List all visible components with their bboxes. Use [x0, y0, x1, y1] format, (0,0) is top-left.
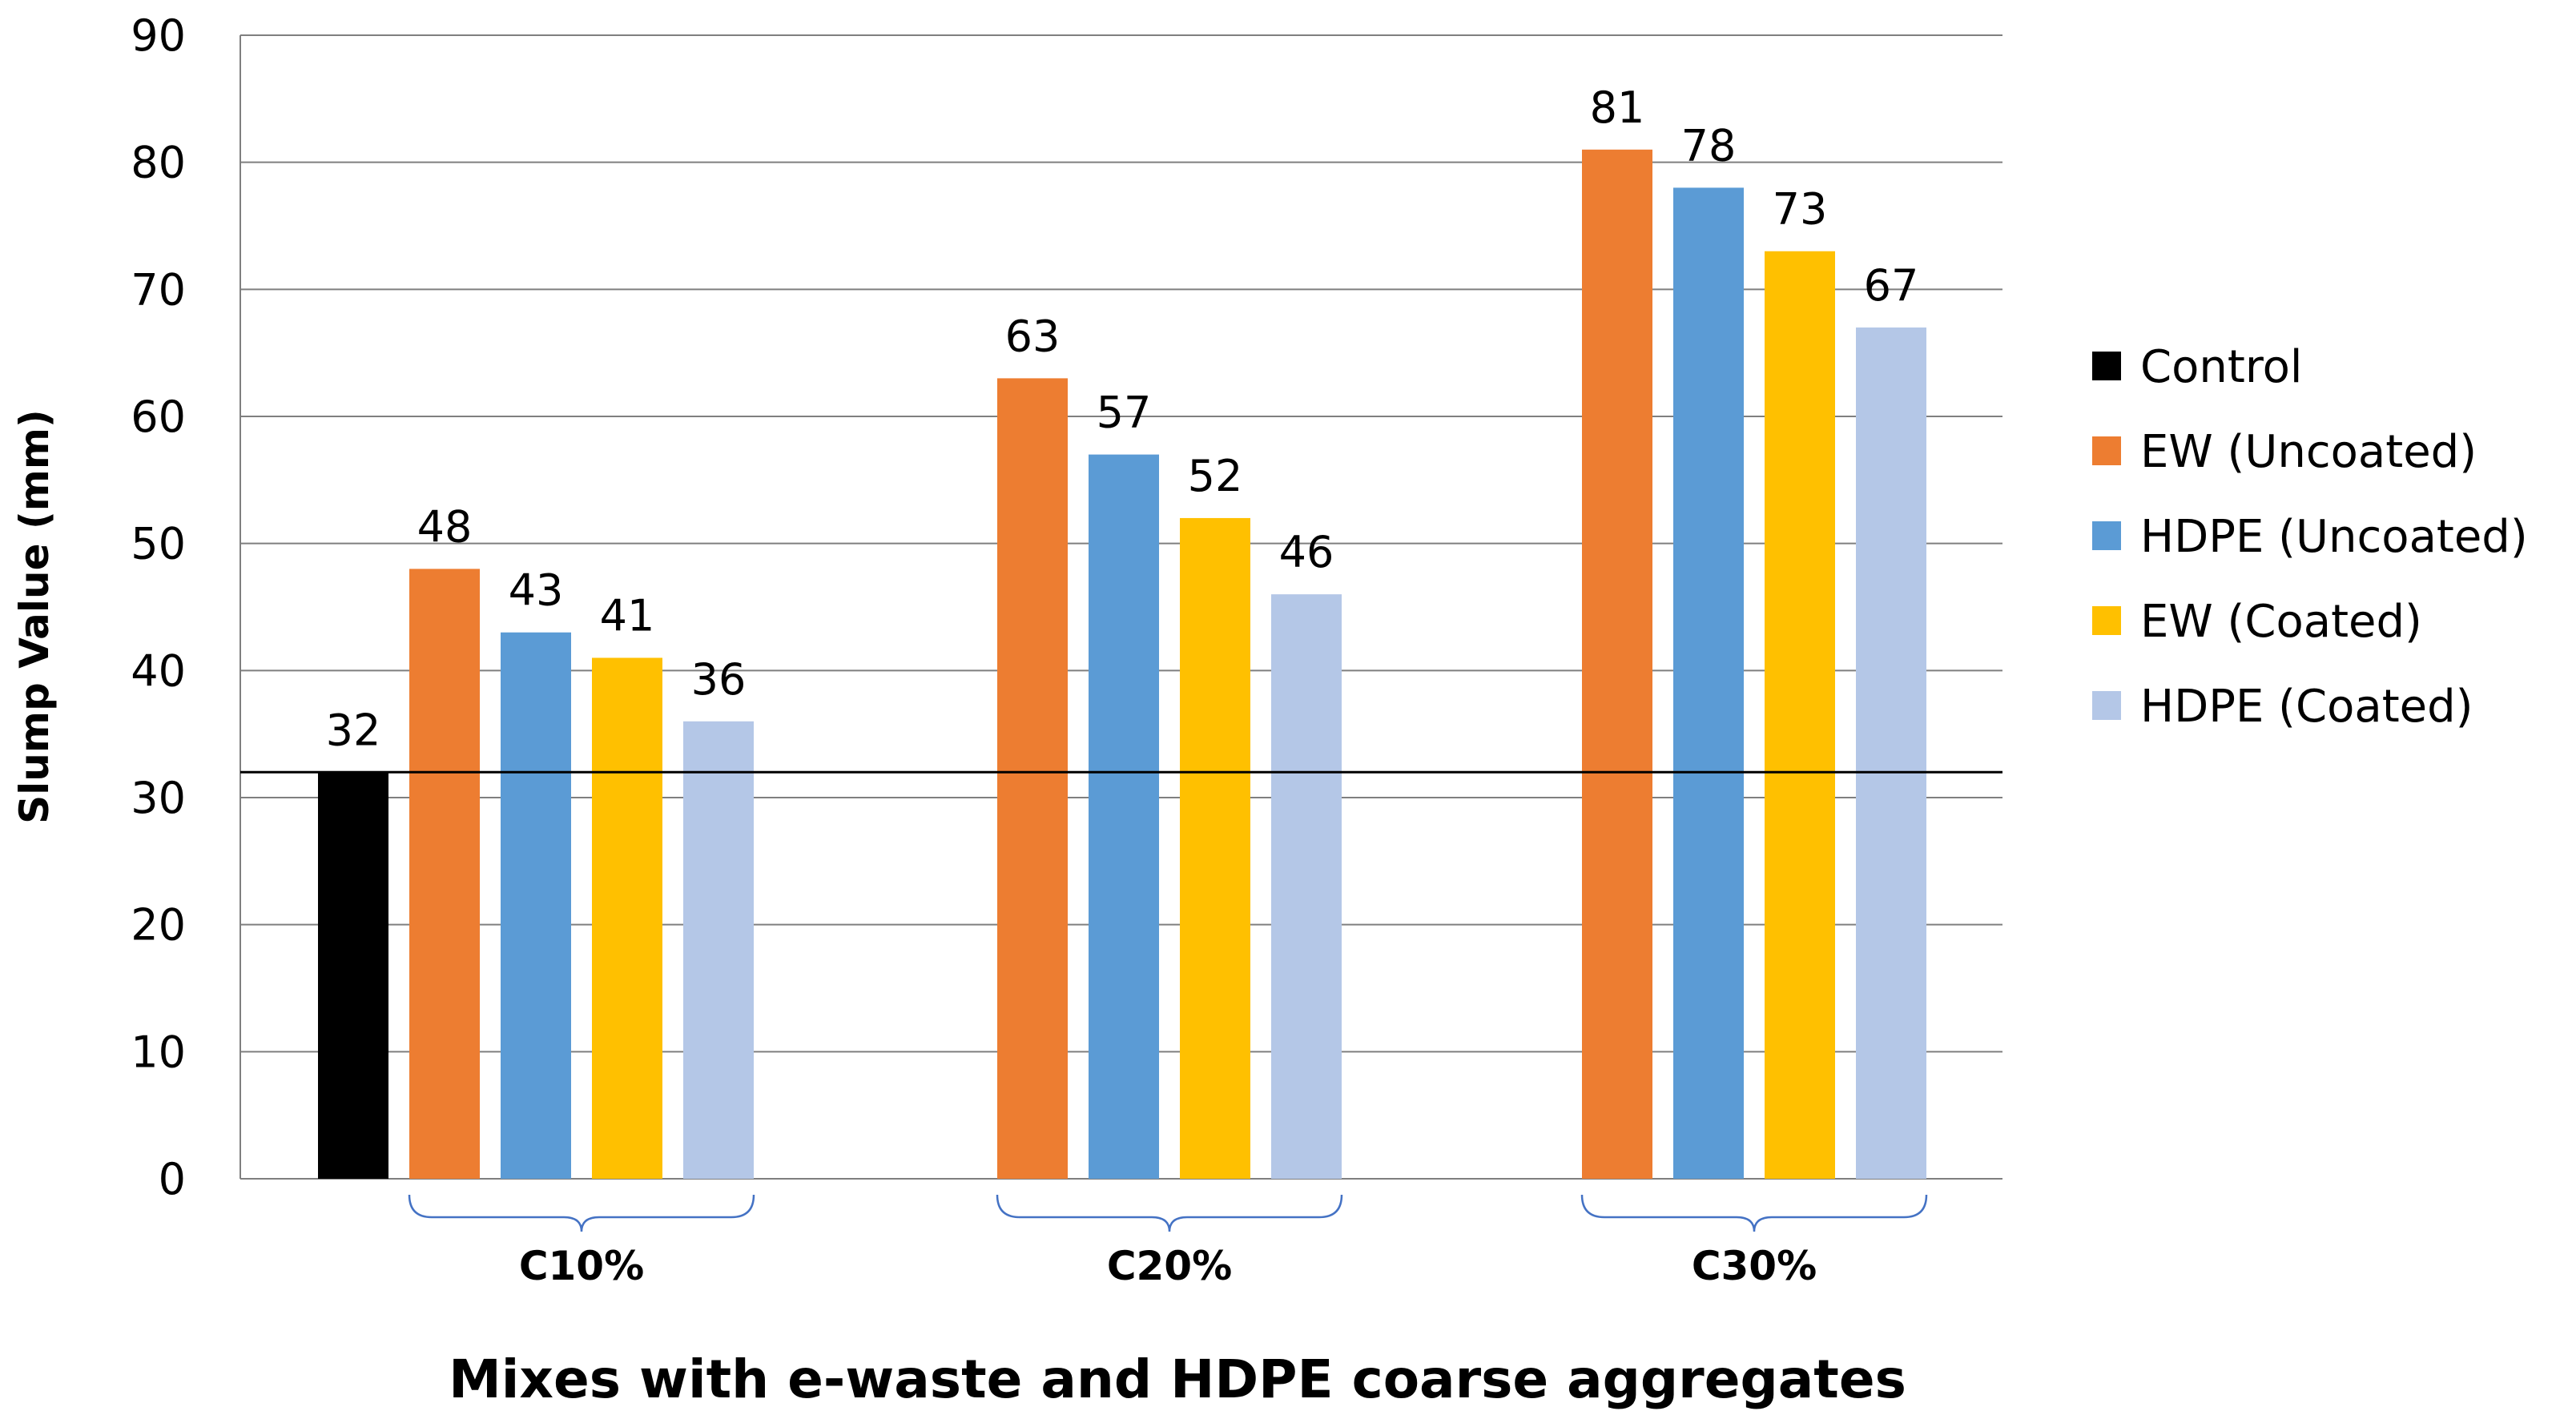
bar-ew-uncoated-c30pct [1582, 149, 1652, 1179]
bar-hdpe-uncoated-c10pct [501, 632, 571, 1179]
category-label: C30% [1692, 1243, 1817, 1289]
y-tick-label: 50 [131, 519, 186, 569]
y-tick-label: 70 [131, 264, 186, 315]
y-tick-label: 20 [131, 900, 186, 951]
y-tick-label: 80 [131, 138, 186, 188]
legend-label: EW (Coated) [2140, 596, 2422, 648]
category-brace [408, 1194, 755, 1232]
y-axis-ticks: 0 10 20 30 40 50 60 70 80 90 [131, 10, 186, 1204]
bar-control-c10pct [318, 772, 388, 1179]
category-brace [1580, 1194, 1928, 1232]
data-label: 73 [1773, 184, 1828, 235]
bar-ew-uncoated-c10pct [409, 569, 480, 1179]
legend-label: HDPE (Uncoated) [2140, 511, 2528, 563]
bar-hdpe-coated-c30pct [1856, 327, 1926, 1179]
bar-hdpe-uncoated-c20pct [1089, 454, 1159, 1179]
y-tick-label: 40 [131, 645, 186, 696]
data-label: 52 [1188, 451, 1243, 501]
data-label: 46 [1279, 527, 1334, 577]
legend-swatch [2092, 521, 2121, 550]
category-brace [996, 1194, 1343, 1232]
legend-label: EW (Uncoated) [2140, 426, 2477, 478]
category-label: C10% [519, 1243, 644, 1289]
y-tick-label: 10 [131, 1027, 186, 1077]
category-braces: C10% C20% C30% [408, 1194, 1928, 1289]
legend-swatch [2092, 352, 2121, 380]
legend-swatch [2092, 436, 2121, 465]
bar-hdpe-coated-c10pct [683, 721, 754, 1179]
y-tick-label: 90 [131, 10, 186, 61]
data-label: 41 [600, 590, 655, 641]
y-tick-label: 30 [131, 773, 186, 823]
data-label: 78 [1681, 120, 1737, 171]
bar-ew-coated-c10pct [592, 657, 662, 1179]
bar-ew-coated-c20pct [1180, 517, 1250, 1179]
data-label: 63 [1005, 311, 1061, 361]
data-labels: 32 48 43 41 36 63 57 52 46 81 78 73 67 [326, 82, 1919, 755]
bar-hdpe-uncoated-c30pct [1673, 187, 1744, 1179]
bars [318, 149, 1926, 1179]
bar-hdpe-coated-c20pct [1271, 594, 1342, 1179]
legend-label: HDPE (Coated) [2140, 681, 2473, 733]
bar-ew-uncoated-c20pct [997, 378, 1068, 1179]
data-label: 67 [1864, 260, 1919, 311]
data-label: 43 [509, 565, 564, 616]
y-tick-label: 60 [131, 392, 186, 442]
category-label: C20% [1107, 1243, 1232, 1289]
data-label: 48 [417, 501, 473, 552]
legend: Control EW (Uncoated) HDPE (Uncoated) EW (C… [2092, 341, 2528, 733]
x-axis-label: Mixes with e-waste and HDPE coarse aggre… [449, 1349, 1906, 1410]
bar-ew-coated-c30pct [1765, 251, 1835, 1179]
data-label: 32 [326, 705, 381, 755]
data-label: 36 [691, 654, 747, 705]
data-label: 81 [1590, 82, 1645, 133]
legend-label: Control [2140, 341, 2302, 393]
legend-swatch [2092, 606, 2121, 635]
legend-swatch [2092, 691, 2121, 720]
y-axis-label: Slump Value (mm) [11, 409, 58, 824]
y-tick-label: 0 [159, 1154, 186, 1204]
data-label: 57 [1097, 388, 1152, 438]
